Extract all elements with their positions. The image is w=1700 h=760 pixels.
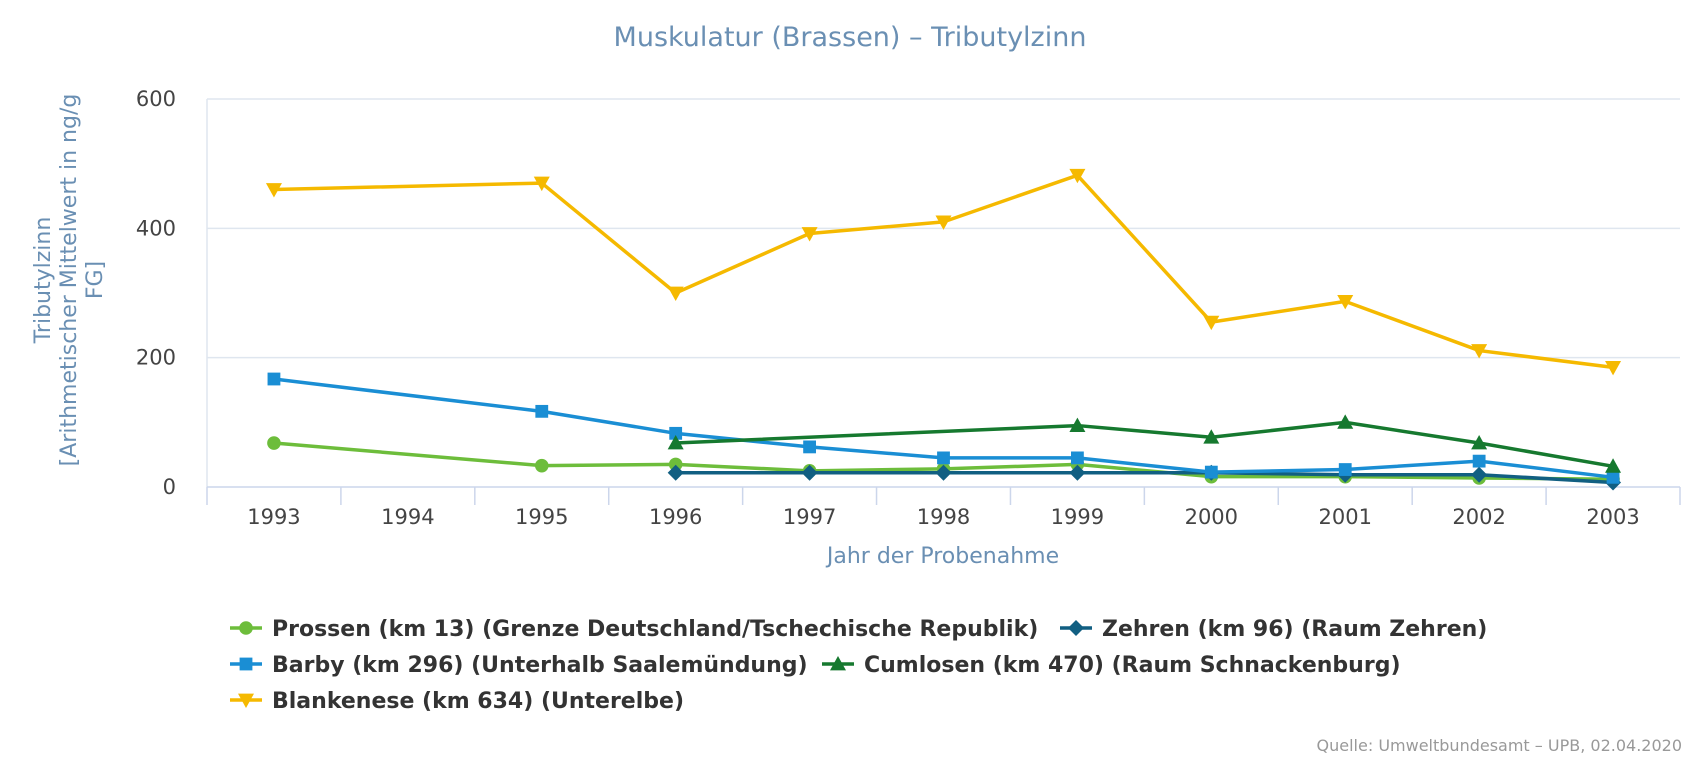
plot-area (265, 168, 1622, 491)
data-point[interactable] (533, 176, 550, 192)
legend-label: Blankenese (km 634) (Unterelbe) (272, 689, 684, 714)
x-tick-label: 1993 (247, 505, 300, 529)
x-tick-label: 2001 (1319, 505, 1372, 529)
data-point[interactable] (267, 436, 281, 450)
x-tick-label: 1998 (917, 505, 970, 529)
data-point[interactable] (1069, 417, 1086, 432)
x-tick-label: 2000 (1185, 505, 1238, 529)
data-point[interactable] (1337, 295, 1354, 310)
data-point[interactable] (1338, 463, 1352, 476)
data-point[interactable] (1471, 344, 1488, 359)
data-point[interactable] (1203, 315, 1220, 331)
data-point[interactable] (935, 464, 952, 481)
series-line[interactable] (273, 173, 1614, 370)
data-point[interactable] (1471, 466, 1488, 483)
data-point[interactable] (803, 440, 816, 454)
legend-marker[interactable] (239, 657, 253, 671)
data-point[interactable] (667, 464, 684, 481)
x-tick-label: 1997 (783, 505, 836, 529)
legend-marker[interactable] (238, 693, 254, 708)
data-point[interactable] (1071, 451, 1084, 465)
data-point[interactable] (1605, 360, 1622, 376)
y-axis-title: Tributylzinn [Arithmetischer Mittelwert … (31, 94, 108, 467)
data-point[interactable] (265, 183, 282, 198)
x-axis-title: Jahr der Probenahme (825, 544, 1059, 569)
data-point[interactable] (1472, 454, 1486, 468)
data-point[interactable] (801, 227, 818, 242)
legend-label: Prossen (km 13) (Grenze Deutschland/Tsch… (272, 617, 1038, 642)
x-tick-label: 1999 (1051, 505, 1104, 529)
data-point[interactable] (1606, 470, 1620, 484)
series-2 (267, 372, 1620, 484)
legend-label: Barby (km 296) (Unterhalb Saalemündung) (272, 653, 808, 678)
data-point[interactable] (935, 215, 952, 230)
series-line[interactable] (273, 441, 1614, 481)
series-line[interactable] (675, 420, 1614, 469)
x-tick-label: 1996 (649, 505, 702, 529)
y-axis-ticks: 0 200 400 600 (136, 87, 176, 499)
data-point[interactable] (1471, 435, 1488, 450)
legend-marker[interactable] (239, 621, 253, 635)
legend-item[interactable]: Blankenese (km 634) (Unterelbe) (230, 689, 684, 714)
data-point[interactable] (1203, 429, 1220, 444)
y-tick-label: 200 (136, 346, 176, 370)
x-tick-label: 2003 (1586, 505, 1639, 529)
data-point[interactable] (801, 464, 818, 481)
y-axis-title-line-1: Tributylzinn (31, 217, 56, 345)
data-point[interactable] (1337, 414, 1354, 429)
legend-item[interactable]: Zehren (km 96) (Raum Zehren) (1060, 617, 1487, 642)
legend-label: Cumlosen (km 470) (Raum Schnackenburg) (864, 653, 1401, 678)
data-point[interactable] (937, 451, 950, 465)
data-point[interactable] (1204, 465, 1218, 479)
series-3 (667, 414, 1622, 473)
x-tick-label: 1995 (515, 505, 568, 529)
legend-label: Zehren (km 96) (Raum Zehren) (1102, 617, 1487, 642)
chart-title: Muskulatur (Brassen) – Tributylzinn (614, 22, 1087, 53)
data-point[interactable] (668, 457, 683, 472)
legend: Prossen (km 13) (Grenze Deutschland/Tsch… (230, 617, 1487, 714)
x-axis-ticks: 1993 1994 1995 1996 1997 1998 1999 2000 2001 2002… (247, 505, 1640, 529)
grid (206, 98, 1680, 487)
data-point[interactable] (669, 426, 683, 440)
legend-item[interactable]: Prossen (km 13) (Grenze Deutschland/Tsch… (230, 617, 1038, 642)
source-credit[interactable]: Quelle: Umweltbundesamt – UPB, 02.04.202… (1317, 736, 1682, 755)
y-tick-label: 600 (136, 87, 176, 111)
data-point[interactable] (267, 372, 281, 386)
legend-item[interactable]: Barby (km 296) (Unterhalb Saalemündung) (230, 653, 808, 678)
x-tick-label: 2002 (1452, 505, 1505, 529)
legend-item[interactable]: Cumlosen (km 470) (Raum Schnackenburg) (822, 653, 1401, 678)
y-tick-label: 0 (163, 475, 176, 499)
legend-marker[interactable] (1068, 620, 1084, 636)
legend-marker[interactable] (830, 656, 846, 671)
data-point[interactable] (534, 458, 549, 473)
y-axis-title-line-3: FG] (83, 261, 108, 299)
y-axis-title-line-2: [Arithmetischer Mittelwert in ng/g (57, 94, 82, 467)
x-tick-label: 1994 (381, 505, 434, 529)
data-point[interactable] (1069, 464, 1086, 481)
series-line[interactable] (675, 471, 1614, 485)
series-4 (265, 168, 1622, 376)
y-tick-label: 400 (136, 216, 176, 240)
data-point[interactable] (535, 404, 549, 418)
data-point[interactable] (667, 435, 684, 450)
data-point[interactable] (1069, 168, 1086, 184)
series-line[interactable] (273, 377, 1614, 480)
data-point[interactable] (667, 286, 684, 301)
x-axis (206, 486, 1681, 505)
data-point[interactable] (1605, 458, 1622, 473)
